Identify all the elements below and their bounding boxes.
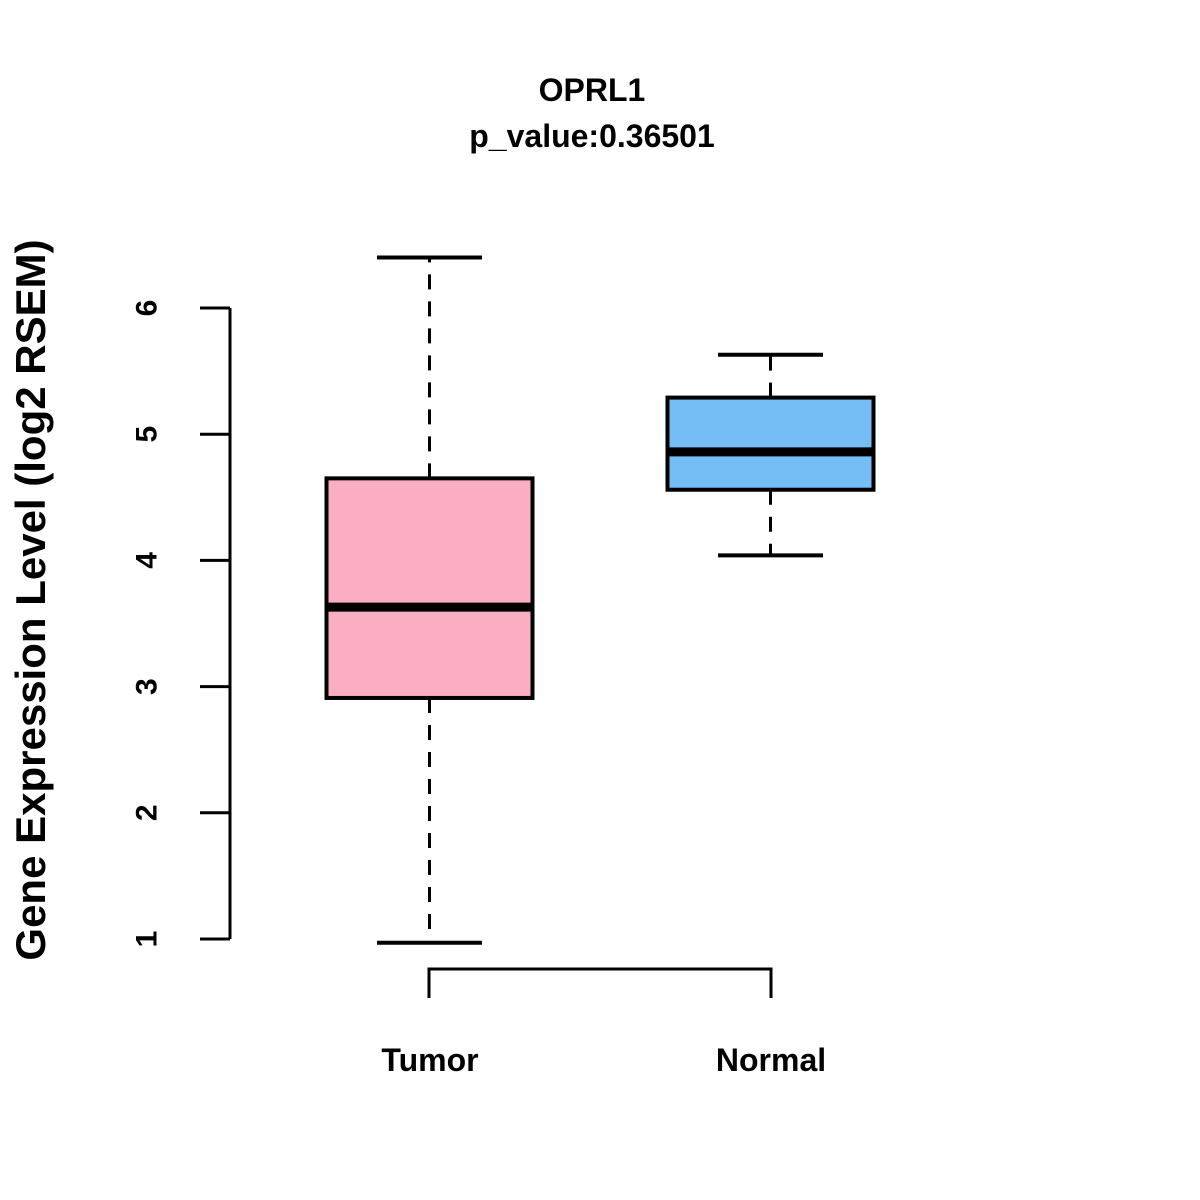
y-tick-label: 2 xyxy=(131,804,164,821)
y-tick-label: 5 xyxy=(131,426,164,443)
y-tick-label: 1 xyxy=(131,931,164,948)
chart-title: OPRL1 xyxy=(538,72,646,108)
y-tick-label: 6 xyxy=(131,300,164,317)
x-axis-bracket xyxy=(427,967,773,998)
y-tick-label: 4 xyxy=(131,552,164,569)
chart-subtitle-pvalue: p_value:0.36501 xyxy=(469,118,715,154)
y-tick-label: 3 xyxy=(131,678,164,695)
box-tumor xyxy=(324,476,535,700)
box-normal xyxy=(665,395,876,492)
x-category-label-tumor: Tumor xyxy=(381,1042,479,1078)
x-category-label-normal: Normal xyxy=(715,1042,827,1078)
